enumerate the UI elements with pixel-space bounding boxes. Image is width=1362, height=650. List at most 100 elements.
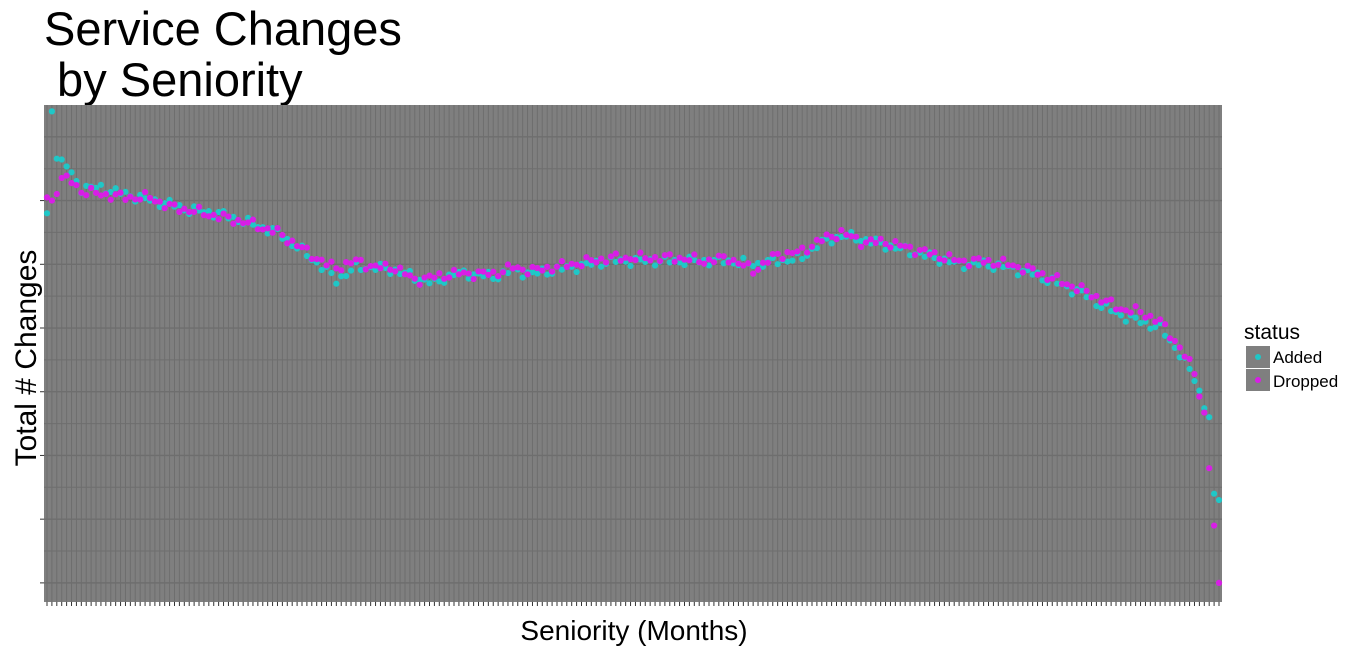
point-dropped bbox=[789, 249, 796, 257]
point-dropped bbox=[1039, 270, 1046, 277]
point-dropped bbox=[1127, 309, 1134, 316]
point-dropped bbox=[892, 238, 899, 245]
point-dropped bbox=[200, 212, 208, 219]
point-dropped bbox=[210, 211, 217, 218]
y-axis-label: Total # Changes bbox=[10, 250, 43, 467]
point-added bbox=[1147, 325, 1154, 332]
point-dropped bbox=[941, 257, 948, 264]
point-added bbox=[63, 163, 70, 170]
point-dropped bbox=[764, 259, 771, 266]
point-dropped bbox=[848, 233, 855, 240]
x-axis-label: Seniority (Months) bbox=[520, 615, 747, 646]
point-dropped bbox=[529, 263, 536, 271]
point-added bbox=[1098, 304, 1105, 312]
point-added bbox=[416, 276, 423, 283]
point-dropped bbox=[1132, 303, 1139, 310]
point-added bbox=[357, 266, 364, 274]
point-dropped bbox=[995, 261, 1002, 268]
point-dropped bbox=[73, 182, 80, 189]
point-dropped bbox=[980, 259, 987, 266]
point-dropped bbox=[254, 226, 261, 233]
point-dropped bbox=[1142, 314, 1149, 321]
point-dropped bbox=[750, 270, 757, 277]
point-dropped bbox=[1122, 307, 1129, 314]
point-dropped bbox=[58, 174, 65, 182]
point-dropped bbox=[519, 266, 526, 273]
point-added bbox=[691, 256, 698, 264]
point-added bbox=[975, 262, 982, 269]
point-added bbox=[58, 156, 65, 163]
point-dropped bbox=[195, 203, 203, 210]
point-dropped bbox=[906, 243, 914, 250]
point-dropped bbox=[1058, 280, 1066, 288]
point-dropped bbox=[92, 189, 100, 196]
point-dropped bbox=[583, 254, 590, 261]
point-added bbox=[784, 258, 791, 265]
point-dropped bbox=[274, 224, 281, 232]
point-dropped bbox=[146, 194, 154, 202]
point-dropped bbox=[97, 192, 105, 199]
plot-panel bbox=[44, 105, 1222, 602]
point-added bbox=[1215, 496, 1223, 504]
point-added bbox=[426, 280, 433, 287]
point-dropped bbox=[578, 263, 585, 270]
point-dropped bbox=[661, 252, 668, 259]
point-added bbox=[720, 260, 727, 267]
point-dropped bbox=[676, 254, 683, 261]
point-added bbox=[1029, 271, 1036, 278]
point-dropped bbox=[318, 256, 325, 263]
point-dropped bbox=[205, 213, 212, 220]
point-dropped bbox=[166, 200, 173, 207]
point-dropped bbox=[1014, 263, 1022, 271]
point-added bbox=[946, 259, 953, 266]
point-added bbox=[774, 261, 781, 268]
point-added bbox=[892, 245, 899, 252]
point-dropped bbox=[107, 196, 114, 203]
point-dropped bbox=[951, 256, 958, 264]
point-dropped bbox=[867, 236, 874, 243]
point-dropped bbox=[264, 225, 271, 232]
point-dropped bbox=[215, 216, 222, 223]
point-added bbox=[754, 259, 762, 267]
point-added bbox=[230, 213, 237, 220]
point-added bbox=[882, 246, 889, 253]
point-dropped bbox=[289, 237, 296, 244]
point-dropped bbox=[421, 274, 428, 281]
point-dropped bbox=[960, 257, 968, 264]
point-dropped bbox=[882, 240, 889, 248]
point-added bbox=[1171, 344, 1178, 352]
point-dropped bbox=[696, 259, 703, 266]
point-added bbox=[1186, 365, 1193, 373]
point-dropped bbox=[637, 249, 644, 256]
point-added bbox=[43, 210, 51, 217]
point-added bbox=[122, 188, 129, 195]
point-dropped bbox=[1098, 299, 1105, 306]
point-dropped bbox=[1186, 355, 1193, 363]
point-added bbox=[1196, 387, 1203, 394]
point-dropped bbox=[838, 226, 845, 234]
point-dropped bbox=[1196, 393, 1203, 400]
point-dropped bbox=[936, 255, 943, 263]
point-added bbox=[1093, 302, 1100, 310]
point-dropped bbox=[387, 266, 394, 273]
point-dropped bbox=[946, 251, 953, 258]
point-added bbox=[676, 259, 683, 266]
point-added bbox=[396, 270, 404, 278]
point-added bbox=[465, 275, 472, 282]
point-added bbox=[436, 278, 443, 285]
point-dropped bbox=[269, 229, 276, 236]
point-dropped bbox=[460, 269, 467, 276]
point-dropped bbox=[470, 275, 477, 283]
point-added bbox=[176, 202, 183, 209]
point-dropped bbox=[1215, 579, 1223, 586]
point-dropped bbox=[230, 220, 237, 227]
point-dropped bbox=[480, 268, 487, 275]
point-dropped bbox=[715, 252, 722, 259]
point-dropped bbox=[666, 251, 673, 258]
point-dropped bbox=[490, 268, 497, 275]
point-dropped bbox=[877, 235, 884, 242]
point-dropped bbox=[887, 244, 894, 251]
point-dropped bbox=[1117, 306, 1125, 313]
point-added bbox=[588, 261, 595, 268]
